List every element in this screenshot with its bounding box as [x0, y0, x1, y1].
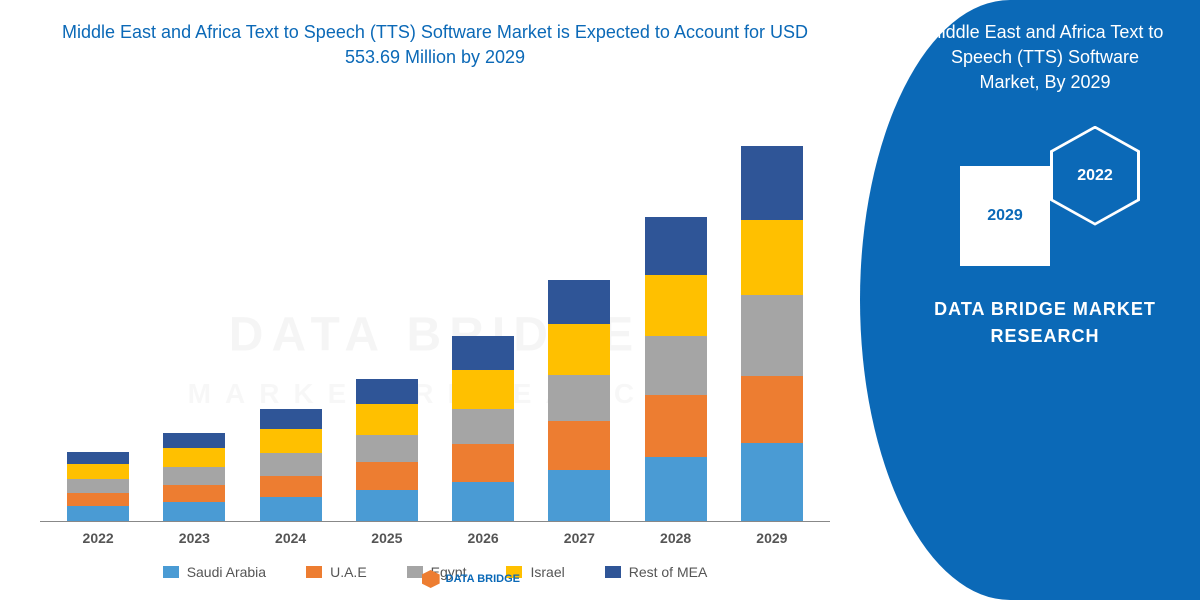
x-axis-labels: 20222023202420252026202720282029 [40, 522, 830, 564]
stacked-bar [741, 146, 803, 521]
bar-segment [67, 464, 129, 479]
bar-segment [67, 493, 129, 507]
stacked-bar [548, 280, 610, 521]
bar-segment [452, 444, 514, 481]
bar-segment [260, 429, 322, 453]
chart-area: DATA BRIDGE MARKET RESEARCH 202220232024… [40, 90, 830, 580]
legend-item: Rest of MEA [605, 564, 708, 580]
x-axis-label: 2023 [146, 530, 242, 546]
x-axis-label: 2024 [243, 530, 339, 546]
bar-segment [356, 462, 418, 491]
legend-swatch [407, 566, 423, 578]
legend-swatch [605, 566, 621, 578]
stacked-bar [645, 217, 707, 521]
side-brand-name: DATA BRIDGE MARKET RESEARCH [934, 296, 1156, 350]
stacked-bar [452, 336, 514, 521]
x-axis-label: 2029 [724, 530, 820, 546]
hexagon-2022: 2022 [1050, 126, 1140, 226]
bar-segment [548, 324, 610, 375]
x-axis-label: 2022 [50, 530, 146, 546]
bar-group [724, 146, 820, 521]
bar-segment [163, 467, 225, 485]
bar-segment [452, 336, 514, 370]
bar-segment [163, 502, 225, 521]
bar-segment [163, 485, 225, 502]
stacked-bar [356, 379, 418, 521]
stacked-bar [260, 409, 322, 521]
bar-segment [163, 433, 225, 449]
bar-segment [548, 280, 610, 324]
bar-segment [741, 295, 803, 376]
chart-title: Middle East and Africa Text to Speech (T… [40, 20, 830, 70]
bar-segment [67, 452, 129, 464]
bar-segment [452, 482, 514, 521]
bar-segment [260, 476, 322, 498]
bar-segment [741, 220, 803, 295]
bar-segment [452, 370, 514, 409]
legend-label: Saudi Arabia [187, 564, 266, 580]
bar-segment [741, 146, 803, 221]
bar-segment [260, 453, 322, 475]
bar-segment [548, 421, 610, 470]
footer-brand-text: DATA BRIDGE [446, 573, 520, 585]
legend-swatch [306, 566, 322, 578]
legend-item: U.A.E [306, 564, 367, 580]
bar-group [435, 336, 531, 521]
bar-segment [548, 375, 610, 421]
brand-line1: DATA BRIDGE MARKET [934, 296, 1156, 323]
bar-segment [645, 217, 707, 275]
bar-segment [645, 336, 707, 396]
bar-segment [645, 457, 707, 521]
bar-segment [356, 379, 418, 405]
legend-swatch [163, 566, 179, 578]
bar-group [243, 409, 339, 521]
bar-segment [356, 490, 418, 521]
stacked-bar [67, 452, 129, 521]
legend-item: Saudi Arabia [163, 564, 266, 580]
bar-group [531, 280, 627, 521]
bar-segment [67, 506, 129, 521]
footer-brand: DATA BRIDGE [422, 570, 520, 588]
hex-filled-label: 2029 [987, 207, 1023, 225]
bar-segment [645, 275, 707, 336]
side-panel: Middle East and Africa Text to Speech (T… [860, 0, 1200, 600]
bar-segment [356, 404, 418, 435]
x-axis-label: 2025 [339, 530, 435, 546]
main-chart-panel: Middle East and Africa Text to Speech (T… [0, 0, 860, 600]
bar-segment [645, 395, 707, 456]
bar-group [339, 379, 435, 521]
legend-label: Israel [530, 564, 564, 580]
bar-segment [741, 443, 803, 521]
side-panel-title: Middle East and Africa Text to Speech (T… [920, 20, 1170, 96]
bar-segment [260, 409, 322, 429]
bar-group [146, 433, 242, 521]
bar-group [628, 217, 724, 521]
bar-segment [452, 409, 514, 444]
hexagon-graphic: 2029 2022 [920, 126, 1170, 276]
bar-group [50, 452, 146, 521]
brand-hex-icon [422, 570, 440, 588]
brand-line2: RESEARCH [934, 323, 1156, 350]
x-axis-label: 2027 [531, 530, 627, 546]
hex-outline-label: 2022 [1077, 167, 1113, 185]
legend-label: Rest of MEA [629, 564, 708, 580]
x-axis-label: 2026 [435, 530, 531, 546]
x-axis-label: 2028 [628, 530, 724, 546]
stacked-bar [163, 433, 225, 521]
bar-segment [741, 376, 803, 443]
bars-container [40, 90, 830, 522]
bar-segment [163, 448, 225, 467]
bar-segment [356, 435, 418, 462]
legend-label: U.A.E [330, 564, 367, 580]
bar-segment [260, 497, 322, 521]
bar-segment [548, 470, 610, 521]
bar-segment [67, 479, 129, 493]
hexagon-2029: 2029 [960, 166, 1050, 266]
